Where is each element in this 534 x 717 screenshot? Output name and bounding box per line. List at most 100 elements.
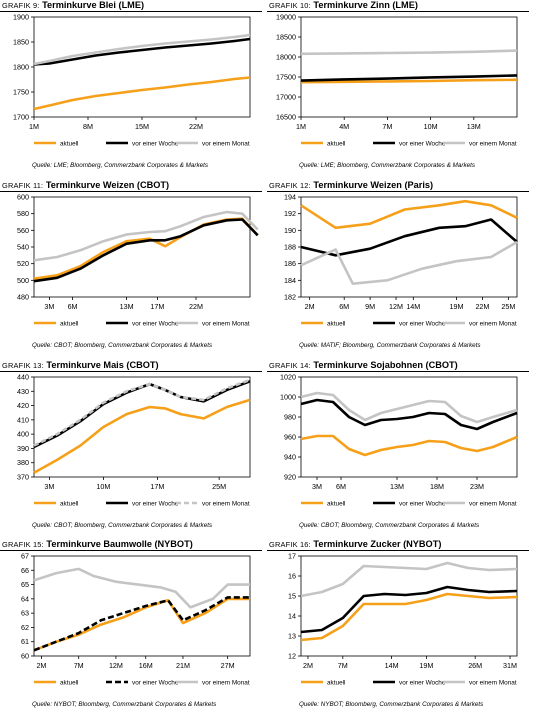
x-tick-label: 15M xyxy=(135,122,149,131)
y-tick-label: 194 xyxy=(284,193,296,202)
chart-source: Quelle: NYBOT; Bloomberg, Commerzbank Co… xyxy=(32,701,217,708)
chart-name: Terminkurve Sojabohnen (CBOT) xyxy=(313,360,458,370)
series-line-1 xyxy=(33,398,251,474)
plot-area-frame xyxy=(300,196,518,298)
y-tick-label: 540 xyxy=(17,243,29,252)
chart-panel-zucker-nybot: GRAFIK 16: Terminkurve Zucker (NYBOT) 12… xyxy=(267,539,534,717)
series-line-2 xyxy=(300,74,518,82)
y-tick-label: 17000 xyxy=(276,93,296,102)
chart-panel-weizen-paris: GRAFIK 12: Terminkurve Weizen (Paris) 18… xyxy=(267,180,534,358)
x-tick-label: 3M xyxy=(44,482,54,491)
y-tick-label: 16 xyxy=(288,572,296,581)
series-line-2 xyxy=(33,596,250,652)
chart-svg: 370 380 390 400 410 420 430 440 3M 10M 17M 25M aktue… xyxy=(17,373,251,507)
x-tick-label: 10M xyxy=(424,122,438,131)
x-tick-label: 1M xyxy=(296,122,306,131)
grafik-label: GRAFIK 15: xyxy=(2,540,44,549)
y-tick-label: 1900 xyxy=(13,13,29,22)
legend-label: vor einem Monat xyxy=(469,320,517,327)
y-tick-label: 60 xyxy=(21,652,29,661)
grafik-label: GRAFIK 12: xyxy=(269,181,311,190)
series-line-2 xyxy=(33,37,251,66)
legend-label: vor einer Woche xyxy=(399,679,446,686)
x-tick-label: 13M xyxy=(390,482,404,491)
y-tick-label: 17 xyxy=(288,552,296,561)
x-tick-label: 22M xyxy=(189,122,203,131)
x-tick-label: 26M xyxy=(468,661,482,670)
title-rule xyxy=(0,11,262,12)
legend-label: vor einer Woche xyxy=(399,140,446,147)
chart-panel-mais-cbot: GRAFIK 13: Terminkurve Mais (CBOT) 370 38… xyxy=(0,360,267,538)
y-tick-label: 940 xyxy=(284,453,296,462)
y-tick-label: 1800 xyxy=(13,63,29,72)
x-tick-label: 13M xyxy=(120,302,134,311)
y-tick-label: 14 xyxy=(288,612,296,621)
legend-label: vor einem Monat xyxy=(469,500,517,507)
x-tick-label: 19M xyxy=(450,302,464,311)
legend-label: vor einem Monat xyxy=(469,140,517,147)
legend-label: vor einem Monat xyxy=(202,500,250,507)
y-tick-label: 920 xyxy=(284,473,296,482)
y-tick-label: 980 xyxy=(284,413,296,422)
x-tick-label: 27M xyxy=(221,661,235,670)
x-tick-label: 12M xyxy=(109,661,123,670)
y-tick-label: 190 xyxy=(284,226,296,235)
y-tick-label: 1750 xyxy=(13,88,29,97)
grafik-label: GRAFIK 10: xyxy=(269,1,311,10)
y-tick-label: 12 xyxy=(288,652,296,661)
x-tick-label: 8M xyxy=(83,122,93,131)
y-tick-label: 67 xyxy=(21,552,29,561)
series-line-2 xyxy=(300,218,518,257)
x-tick-label: 2M xyxy=(305,302,315,311)
y-tick-label: 64 xyxy=(21,594,29,603)
series-line-1 xyxy=(33,217,259,280)
series-line-3 xyxy=(300,240,518,285)
series-line-3 xyxy=(33,378,251,447)
series-line-1 xyxy=(300,434,518,457)
chart-name: Terminkurve Baumwolle (NYBOT) xyxy=(46,539,193,549)
y-tick-label: 370 xyxy=(17,473,29,482)
chart-title: GRAFIK 15: Terminkurve Baumwolle (NYBOT) xyxy=(2,539,193,549)
series-line-1 xyxy=(33,597,250,652)
series-line-2 xyxy=(33,218,259,283)
series-line-2 xyxy=(300,585,518,634)
chart-source: Quelle: LME; Bloomberg, Commerzbank Corp… xyxy=(32,162,209,169)
x-tick-label: 6M xyxy=(339,302,349,311)
grafik-label: GRAFIK 9: xyxy=(2,1,40,10)
y-tick-label: 66 xyxy=(21,566,29,575)
chart-title: GRAFIK 12: Terminkurve Weizen (Paris) xyxy=(269,180,433,190)
series-line-3 xyxy=(300,49,518,56)
y-tick-label: 184 xyxy=(284,276,296,285)
y-tick-label: 580 xyxy=(17,209,29,218)
chart-panel-sojabohnen-cbot: GRAFIK 14: Terminkurve Sojabohnen (CBOT)… xyxy=(267,360,534,538)
y-tick-label: 192 xyxy=(284,209,296,218)
y-tick-label: 61 xyxy=(21,637,29,646)
x-tick-label: 25M xyxy=(212,482,226,491)
legend-label: vor einer Woche xyxy=(132,679,179,686)
plot-area-frame xyxy=(33,196,251,298)
chart-svg: 60 61 62 63 64 65 66 67 2M 7M 12M 16M 21M 27M aktuell v… xyxy=(21,552,251,686)
x-tick-label: 3M xyxy=(312,482,322,491)
x-tick-label: 21M xyxy=(176,661,190,670)
y-tick-label: 1850 xyxy=(13,38,29,47)
x-tick-label: 12M xyxy=(389,302,403,311)
series-line-3 xyxy=(33,210,259,262)
y-tick-label: 520 xyxy=(17,259,29,268)
x-tick-label: 6M xyxy=(68,302,78,311)
y-tick-label: 430 xyxy=(17,387,29,396)
x-tick-label: 9M xyxy=(365,302,375,311)
x-tick-label: 22M xyxy=(475,302,489,311)
x-tick-label: 4M xyxy=(339,122,349,131)
chart-panel-baumwolle-nybot: GRAFIK 15: Terminkurve Baumwolle (NYBOT)… xyxy=(0,539,267,717)
x-tick-label: 2M xyxy=(303,661,313,670)
y-tick-label: 600 xyxy=(17,193,29,202)
legend-label: vor einer Woche xyxy=(132,140,179,147)
chart-name: Terminkurve Zucker (NYBOT) xyxy=(313,539,442,549)
chart-panel-zinn-lme: GRAFIK 10: Terminkurve Zinn (LME) 16500 1… xyxy=(267,0,534,178)
legend-label: vor einem Monat xyxy=(469,679,517,686)
legend-label: aktuell xyxy=(60,500,78,507)
title-rule xyxy=(0,191,262,192)
title-rule xyxy=(267,191,529,192)
chart-title: GRAFIK 14: Terminkurve Sojabohnen (CBOT) xyxy=(269,360,458,370)
legend-label: aktuell xyxy=(327,500,345,507)
